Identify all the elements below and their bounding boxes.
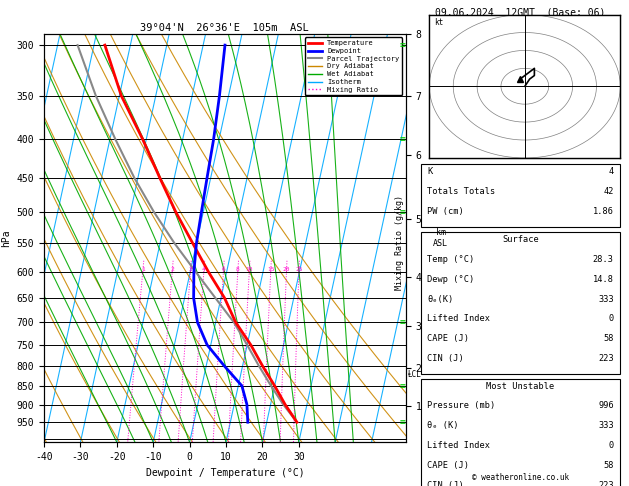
Text: 09.06.2024  12GMT  (Base: 06): 09.06.2024 12GMT (Base: 06) xyxy=(435,7,606,17)
Text: 58: 58 xyxy=(603,334,614,344)
Text: 2: 2 xyxy=(170,267,174,272)
Bar xyxy=(421,379,620,486)
Text: Surface: Surface xyxy=(502,235,539,244)
Text: 1: 1 xyxy=(141,267,145,272)
Y-axis label: hPa: hPa xyxy=(1,229,11,247)
Text: 6: 6 xyxy=(221,267,225,272)
Text: Lifted Index: Lifted Index xyxy=(427,441,490,451)
Text: Totals Totals: Totals Totals xyxy=(427,187,496,196)
Text: 8: 8 xyxy=(236,267,240,272)
Text: ≡: ≡ xyxy=(400,381,406,391)
Text: © weatheronline.co.uk: © weatheronline.co.uk xyxy=(472,473,569,482)
Text: θₑ(K): θₑ(K) xyxy=(427,295,454,304)
Text: Dewp (°C): Dewp (°C) xyxy=(427,275,474,284)
Text: 10: 10 xyxy=(245,267,253,272)
Text: 0: 0 xyxy=(609,441,614,451)
Text: 333: 333 xyxy=(598,421,614,431)
Text: θₑ (K): θₑ (K) xyxy=(427,421,459,431)
Legend: Temperature, Dewpoint, Parcel Trajectory, Dry Adiabat, Wet Adiabat, Isotherm, Mi: Temperature, Dewpoint, Parcel Trajectory… xyxy=(305,37,402,95)
Text: 14.8: 14.8 xyxy=(593,275,614,284)
Text: 223: 223 xyxy=(598,481,614,486)
Text: 223: 223 xyxy=(598,354,614,364)
Y-axis label: km
ASL: km ASL xyxy=(433,228,448,248)
Text: 3: 3 xyxy=(189,267,192,272)
Text: Most Unstable: Most Unstable xyxy=(486,382,555,391)
Bar xyxy=(430,15,620,158)
Text: 333: 333 xyxy=(598,295,614,304)
Title: 39°04'N  26°36'E  105m  ASL: 39°04'N 26°36'E 105m ASL xyxy=(140,23,309,33)
Text: 1.86: 1.86 xyxy=(593,207,614,216)
Text: Mixing Ratio (g/kg): Mixing Ratio (g/kg) xyxy=(395,195,404,291)
Text: CAPE (J): CAPE (J) xyxy=(427,461,469,470)
Text: ≡: ≡ xyxy=(400,317,406,327)
Text: CIN (J): CIN (J) xyxy=(427,481,464,486)
Text: ≡: ≡ xyxy=(400,207,406,217)
Text: ≡: ≡ xyxy=(400,40,406,50)
Text: 15: 15 xyxy=(267,267,274,272)
Bar xyxy=(421,164,620,227)
Bar xyxy=(421,232,620,374)
Text: LCL: LCL xyxy=(408,369,421,379)
Text: CIN (J): CIN (J) xyxy=(427,354,464,364)
Text: 42: 42 xyxy=(603,187,614,196)
Text: kt: kt xyxy=(434,18,443,27)
Text: 20: 20 xyxy=(282,267,290,272)
Text: ≡: ≡ xyxy=(400,417,406,427)
Text: PW (cm): PW (cm) xyxy=(427,207,464,216)
Text: CAPE (J): CAPE (J) xyxy=(427,334,469,344)
Text: Temp (°C): Temp (°C) xyxy=(427,255,474,264)
Text: ≡: ≡ xyxy=(400,134,406,144)
Text: Lifted Index: Lifted Index xyxy=(427,314,490,324)
Text: 4: 4 xyxy=(609,167,614,176)
Text: 25: 25 xyxy=(295,267,303,272)
Text: Pressure (mb): Pressure (mb) xyxy=(427,401,496,411)
Text: 996: 996 xyxy=(598,401,614,411)
Text: 58: 58 xyxy=(603,461,614,470)
Text: 28.3: 28.3 xyxy=(593,255,614,264)
X-axis label: Dewpoint / Temperature (°C): Dewpoint / Temperature (°C) xyxy=(145,468,304,478)
Text: 4: 4 xyxy=(202,267,206,272)
Text: 0: 0 xyxy=(609,314,614,324)
Text: K: K xyxy=(427,167,432,176)
